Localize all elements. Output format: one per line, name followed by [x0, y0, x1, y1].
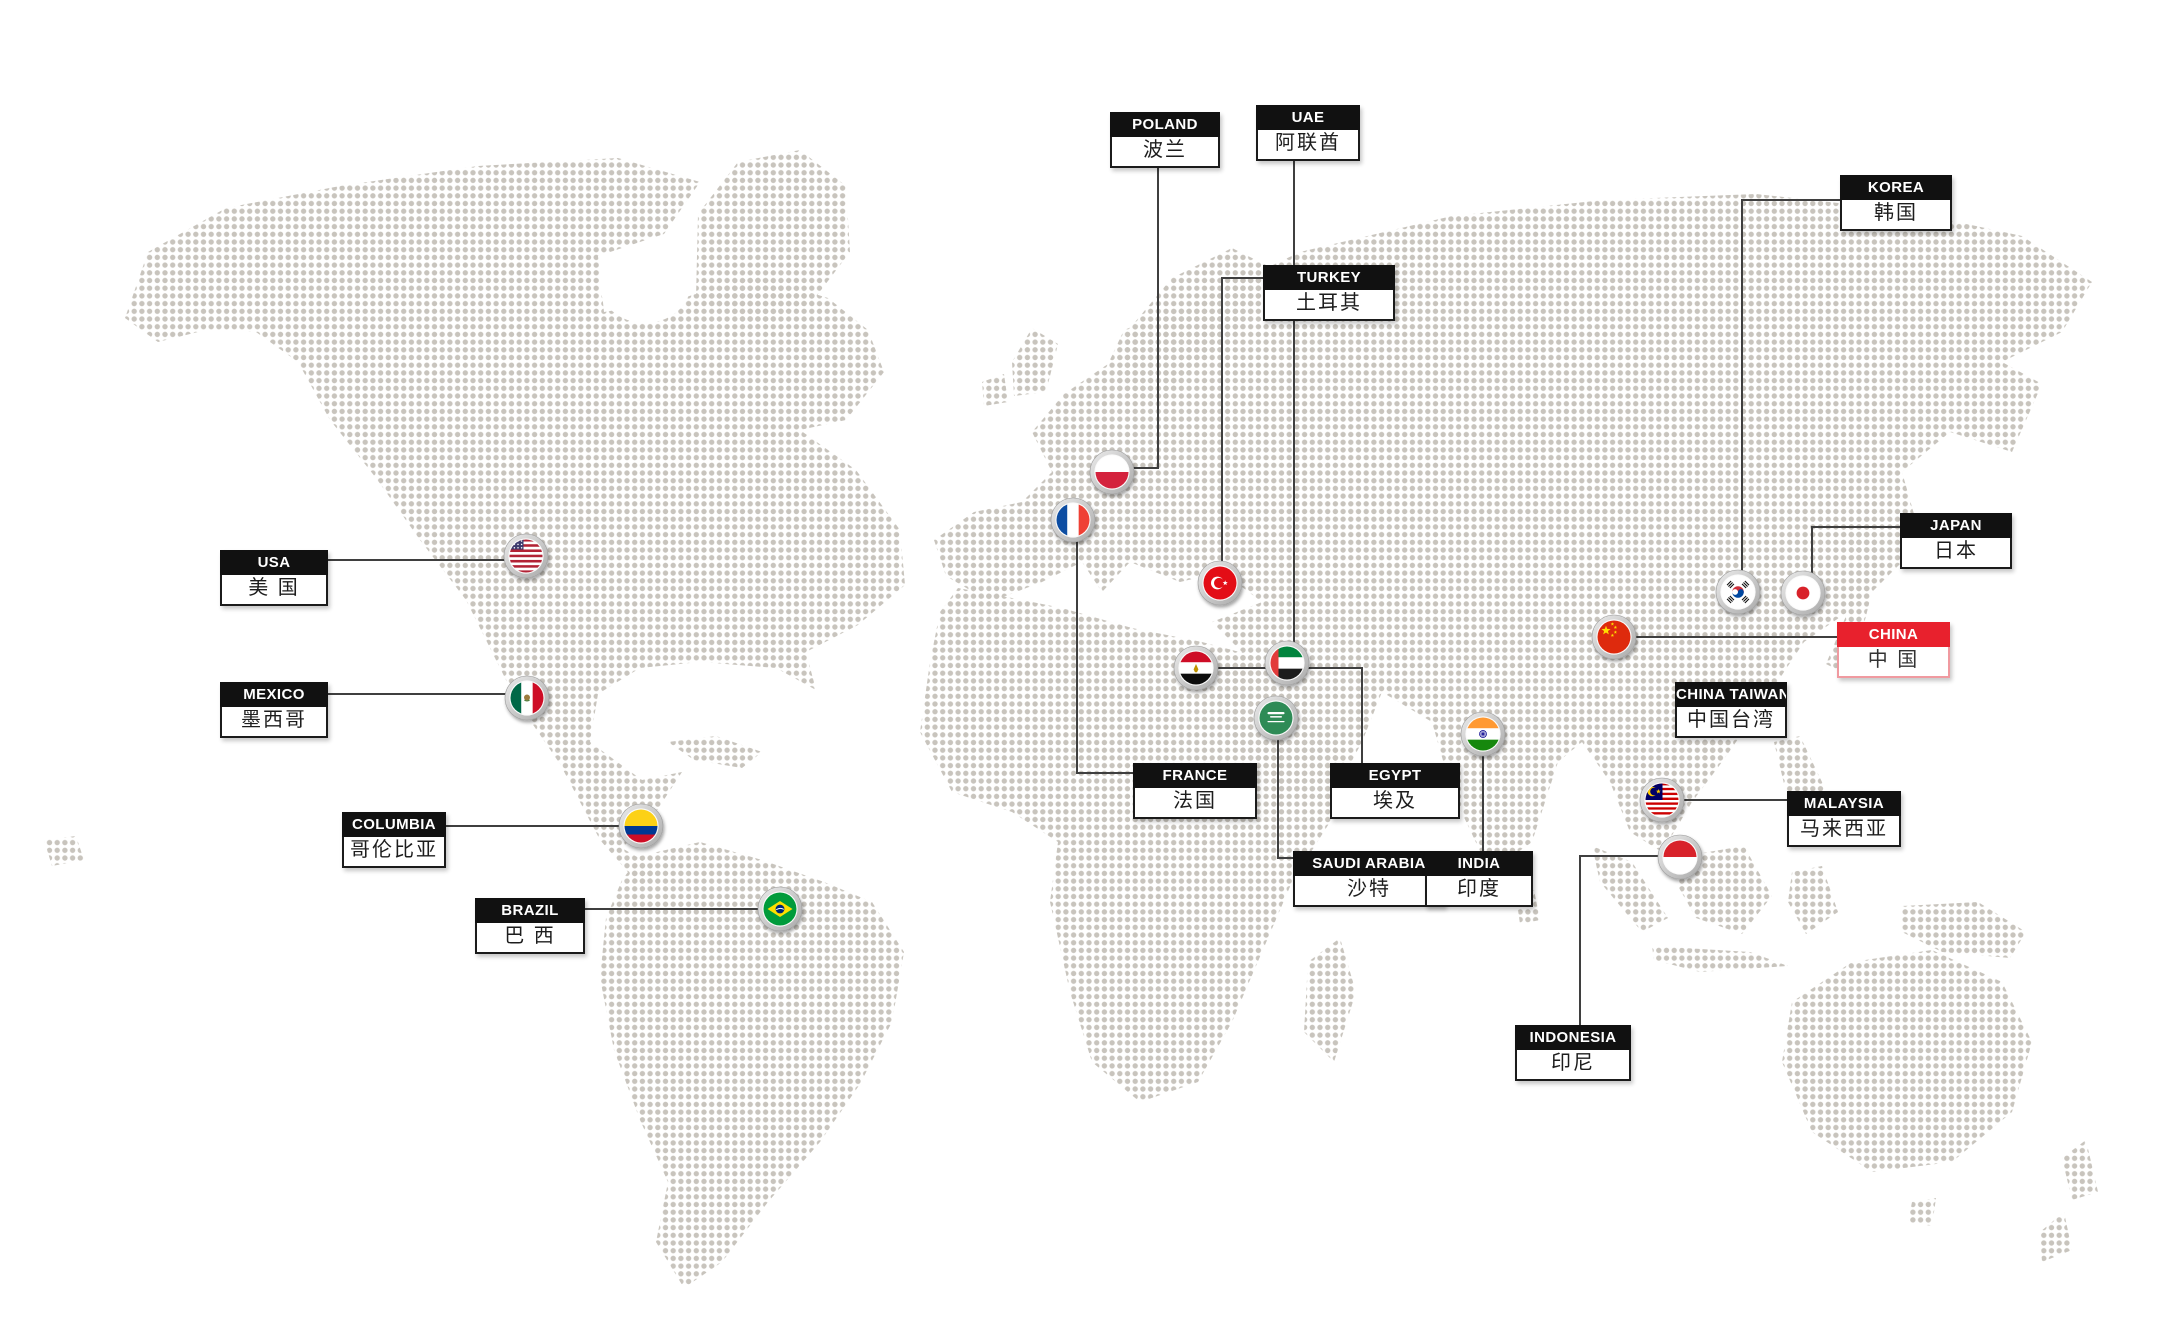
continent-shape [600, 842, 904, 1288]
flag-marker-turkey [1197, 560, 1243, 606]
connector-line-saudi-arabia [1277, 739, 1293, 859]
france-flag [1056, 503, 1090, 537]
connector-line-turkey [1221, 277, 1263, 562]
flag-marker-korea [1715, 569, 1761, 615]
poland-flag [1095, 455, 1129, 489]
continent-shape [1678, 846, 1772, 934]
continent-shape [1902, 902, 2026, 958]
connector-line-japan [1811, 526, 1900, 573]
continent-shape [125, 158, 905, 886]
continent-shape [1516, 890, 1540, 924]
japan-flag [1786, 576, 1820, 610]
malaysia-flag [1645, 783, 1679, 817]
flag-marker-india [1460, 711, 1506, 757]
flag-marker-japan [1780, 570, 1826, 616]
china-flag [1597, 620, 1631, 654]
egypt-flag [1179, 651, 1213, 685]
continent-shape [1112, 248, 1272, 402]
continent-shape [1782, 950, 2032, 1172]
connector-line-indonesia [1579, 855, 1659, 1025]
flag-marker-egypt [1173, 645, 1219, 691]
flag-marker-uae [1264, 640, 1310, 686]
continent-shape [1304, 938, 1356, 1062]
continent-shape [2040, 1212, 2072, 1262]
connector-line-poland [1133, 168, 1159, 469]
flag-marker-mexico [504, 675, 550, 721]
india-flag [1466, 717, 1500, 751]
continent-shape [1652, 946, 1788, 972]
flag-marker-france [1050, 497, 1096, 543]
continent-shape [696, 150, 850, 326]
indonesia-flag [1663, 840, 1697, 874]
brazil-flag [763, 892, 797, 926]
flag-marker-saudi-arabia [1253, 695, 1299, 741]
continent-shape [668, 736, 762, 768]
turkey-flag [1203, 566, 1237, 600]
hudson-bay-water [599, 243, 691, 323]
korea-flag [1721, 575, 1755, 609]
uae-flag [1270, 646, 1304, 680]
connector-line-korea [1741, 199, 1840, 572]
mexico-flag [510, 681, 544, 715]
continent-shape [1908, 1198, 1936, 1226]
colombia-flag [624, 809, 658, 843]
flag-marker-usa [503, 533, 549, 579]
flag-marker-china [1591, 614, 1637, 660]
flag-marker-brazil [757, 886, 803, 932]
flag-marker-indonesia [1657, 834, 1703, 880]
flag-marker-columbia [618, 803, 664, 849]
connector-lines [328, 161, 1900, 1025]
usa-flag [509, 539, 543, 573]
continent-shape [1592, 846, 1668, 932]
flag-markers [503, 449, 1826, 932]
continent-shape [44, 836, 84, 866]
continent-shape [1012, 328, 1058, 396]
continent-shape [1774, 736, 1832, 836]
saudi-flag [1259, 701, 1293, 735]
flag-marker-poland [1089, 449, 1135, 495]
flag-marker-malaysia [1639, 777, 1685, 823]
continent-shape [982, 374, 1008, 406]
continent-shape [1788, 866, 1838, 934]
connector-line-france [1076, 541, 1133, 774]
continent-shapes [44, 150, 2098, 1288]
continent-shape [1700, 732, 1718, 758]
continent-shape [2062, 1140, 2098, 1200]
continent-shape [920, 588, 1362, 1102]
